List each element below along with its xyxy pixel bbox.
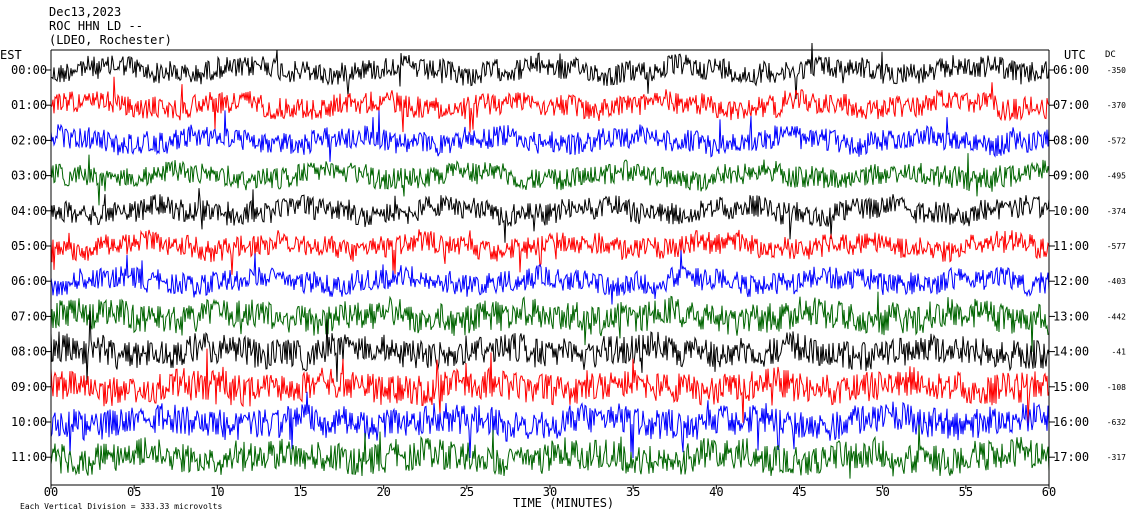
- x-tick-label: 55: [959, 485, 973, 499]
- trace-line-0200: [50, 110, 1050, 162]
- dc-offset-value: -108: [1107, 383, 1126, 392]
- x-axis-label: TIME (MINUTES): [513, 496, 614, 510]
- est-hour-label: 11:00: [11, 450, 47, 464]
- dc-offset-value: -442: [1107, 312, 1126, 321]
- dc-offset-value: -403: [1107, 277, 1126, 286]
- est-hour-label: 08:00: [11, 345, 47, 359]
- est-hour-label: 03:00: [11, 169, 47, 183]
- trace-line-0100: [50, 76, 1050, 133]
- trace-group: [50, 42, 1050, 479]
- dc-offset-value: -632: [1107, 418, 1126, 427]
- x-tick-label: 40: [709, 485, 723, 499]
- est-hour-label: 02:00: [11, 133, 47, 147]
- dc-offset-value: -374: [1107, 207, 1126, 216]
- trace-line-0700: [50, 291, 1050, 352]
- dc-offset-value: -317: [1107, 453, 1126, 462]
- x-tick-label: 45: [792, 485, 806, 499]
- utc-hour-label: 12:00: [1053, 274, 1089, 288]
- dc-offset-value: -495: [1107, 172, 1126, 181]
- x-tick-label: 00: [44, 485, 58, 499]
- est-hour-label: 06:00: [11, 274, 47, 288]
- x-tick-label: 35: [626, 485, 640, 499]
- x-tick-label: 30: [543, 485, 557, 499]
- trace-line-0900: [50, 348, 1050, 424]
- dc-column-label: DC: [1105, 50, 1116, 60]
- trace-line-1100: [50, 424, 1050, 479]
- x-tick-label: 60: [1042, 485, 1056, 499]
- utc-hour-label: 07:00: [1053, 98, 1089, 112]
- est-hour-label: 01:00: [11, 98, 47, 112]
- x-tick-label: 15: [293, 485, 307, 499]
- trace-line-0600: [50, 250, 1050, 305]
- x-tick-label: 05: [127, 485, 141, 499]
- est-hour-label: 07:00: [11, 309, 47, 323]
- chart-date: Dec13,2023: [49, 5, 122, 19]
- est-hour-label: 10:00: [11, 415, 47, 429]
- utc-hour-label: 08:00: [1053, 133, 1089, 147]
- utc-hour-label: 14:00: [1053, 345, 1089, 359]
- est-axis-label: EST: [0, 48, 22, 62]
- est-hour-label: 09:00: [11, 380, 47, 394]
- station-location: (LDEO, Rochester): [49, 33, 172, 47]
- x-tick-label: 25: [460, 485, 474, 499]
- station-code: ROC HHN LD --: [49, 19, 143, 33]
- x-tick-group: 00 05 10 15 20 25 30 35 40 45 50 55 60: [44, 485, 1056, 499]
- dc-offset-value: -577: [1107, 242, 1126, 251]
- utc-hour-label: 15:00: [1053, 380, 1089, 394]
- dc-offset-value: -350: [1107, 66, 1126, 75]
- trace-line-0500: [50, 229, 1050, 275]
- dc-offset-value: -370: [1107, 101, 1126, 110]
- trace-line-0300: [50, 153, 1050, 206]
- est-hour-label: 04:00: [11, 204, 47, 218]
- est-hour-label: 05:00: [11, 239, 47, 253]
- trace-line-0400: [50, 188, 1050, 243]
- utc-axis-label: UTC: [1064, 48, 1086, 62]
- utc-hour-label: 13:00: [1053, 309, 1089, 323]
- utc-hour-label: 11:00: [1053, 239, 1089, 253]
- dc-offset-value: -41: [1112, 348, 1127, 357]
- utc-hour-label: 06:00: [1053, 63, 1089, 77]
- x-tick-label: 20: [376, 485, 390, 499]
- utc-hour-label: 09:00: [1053, 169, 1089, 183]
- utc-hour-label: 16:00: [1053, 415, 1089, 429]
- utc-hour-label: 17:00: [1053, 450, 1089, 464]
- utc-hour-label: 10:00: [1053, 204, 1089, 218]
- trace-line-1000: [50, 391, 1050, 459]
- row-label-group: 00:00 06:00 -350 01:00 07:00 -370 02:00 08:00 -5…: [11, 63, 1126, 464]
- trace-line-0000: [50, 42, 1050, 100]
- x-tick-label: 10: [210, 485, 224, 499]
- trace-line-0800: [50, 310, 1050, 383]
- vertical-division-note: Each Vertical Division = 333.33 microvol…: [20, 502, 222, 511]
- x-tick-label: 50: [875, 485, 889, 499]
- dc-offset-value: -572: [1107, 136, 1126, 145]
- est-hour-label: 00:00: [11, 63, 47, 77]
